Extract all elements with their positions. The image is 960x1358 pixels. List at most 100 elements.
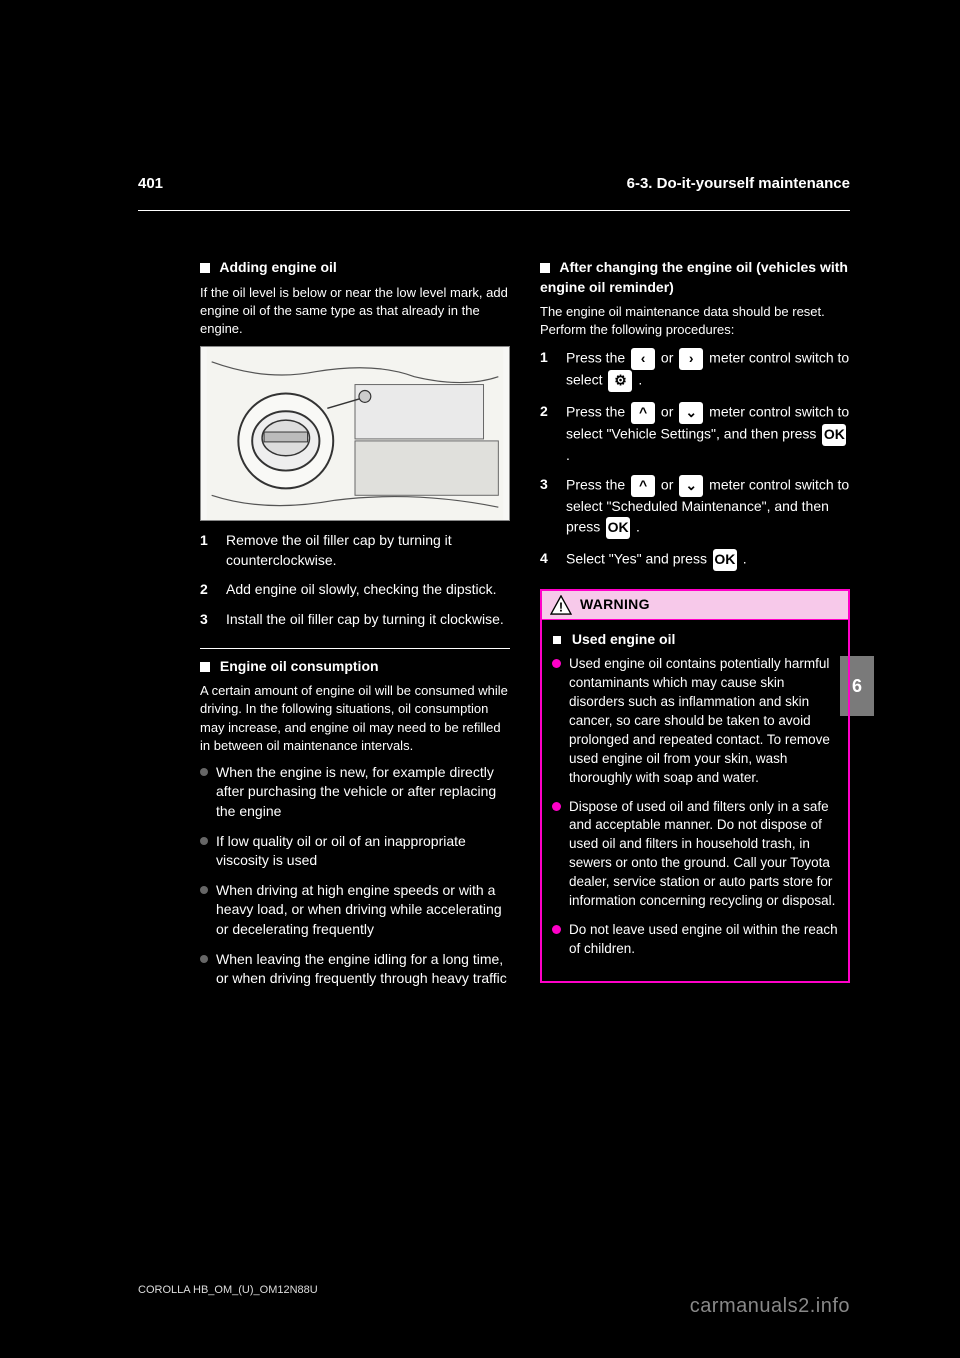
step-body: Press the ^ or ⌄ meter control switch to… <box>566 402 850 466</box>
page-number: 401 <box>138 175 163 192</box>
reset-step-1: 1 Press the ‹ or › meter control switch … <box>540 348 850 392</box>
reset-intro: The engine oil maintenance data should b… <box>540 303 850 339</box>
footer-doc-code: COROLLA HB_OM_(U)_OM12N88U <box>138 1284 318 1296</box>
step-text: Remove the oil filler cap by turning it … <box>226 531 510 570</box>
page-header: 401 6-3. Do-it-yourself maintenance <box>138 175 850 192</box>
reset-step-2: 2 Press the ^ or ⌄ meter control switch … <box>540 402 850 466</box>
warning-triangle-icon: ! <box>550 595 572 615</box>
chevron-up-icon: ^ <box>631 475 655 497</box>
step-num: 3 <box>200 610 218 630</box>
ok-label: OK <box>824 425 845 445</box>
manual-page: 401 6-3. Do-it-yourself maintenance 6 Ad… <box>0 0 960 1358</box>
warning-title: WARNING <box>580 595 650 615</box>
t: . <box>636 518 640 534</box>
chapter-number: 6 <box>852 676 862 697</box>
bullet-dot-icon <box>200 768 208 776</box>
step-num: 2 <box>200 580 218 600</box>
bullet-text: When the engine is new, for example dire… <box>216 763 510 822</box>
t: . <box>638 371 642 387</box>
step-num: 3 <box>540 475 558 539</box>
t: or <box>661 477 677 493</box>
warning-item: Do not leave used engine oil within the … <box>552 921 838 959</box>
t: Press the <box>566 349 629 365</box>
bullet-dot-icon <box>200 886 208 894</box>
warning-subheading: Used engine oil <box>552 630 838 650</box>
adding-oil-heading: Adding engine oil <box>200 258 510 278</box>
warning-dot-icon <box>552 925 561 934</box>
reset-step-4: 4 Select "Yes" and press OK . <box>540 549 850 571</box>
ok-label: OK <box>608 518 629 538</box>
square-bullet-icon <box>540 263 550 273</box>
step-text: Install the oil filler cap by turning it… <box>226 610 504 630</box>
warning-text: Used engine oil contains potentially har… <box>569 655 838 787</box>
t: or <box>661 403 677 419</box>
step-num: 2 <box>540 402 558 466</box>
warning-title-row: ! WARNING <box>542 591 848 620</box>
gear-icon: ⚙ <box>608 370 632 392</box>
adding-oil-intro: If the oil level is below or near the lo… <box>200 284 510 339</box>
section-divider <box>200 648 510 649</box>
chevron-down-icon: ⌄ <box>679 475 703 497</box>
watermark: carmanuals2.info <box>690 1295 850 1318</box>
consumption-intro: A certain amount of engine oil will be c… <box>200 682 510 755</box>
step-body: Press the ^ or ⌄ meter control switch to… <box>566 475 850 539</box>
ok-button-icon: OK <box>713 549 737 571</box>
svg-text:!: ! <box>559 599 563 614</box>
list-item: When driving at high engine speeds or wi… <box>200 881 510 940</box>
t: or <box>661 349 677 365</box>
step-1: 1 Remove the oil filler cap by turning i… <box>200 531 510 570</box>
chevron-right-icon: › <box>679 348 703 370</box>
header-rule <box>138 210 850 211</box>
ok-button-icon: OK <box>822 424 846 446</box>
content-columns: Adding engine oil If the oil level is be… <box>200 258 850 1238</box>
heading-text: Adding engine oil <box>219 259 336 275</box>
step-text: Add engine oil slowly, checking the dips… <box>226 580 497 600</box>
t: . <box>566 447 570 463</box>
step-body: Press the ‹ or › meter control switch to… <box>566 348 850 392</box>
warning-dot-icon <box>552 659 561 668</box>
t: Press the <box>566 477 629 493</box>
warning-text: Do not leave used engine oil within the … <box>569 921 838 959</box>
step-num: 1 <box>200 531 218 570</box>
step-num: 1 <box>540 348 558 392</box>
list-item: When the engine is new, for example dire… <box>200 763 510 822</box>
heading-text: After changing the engine oil (vehicles … <box>540 259 848 295</box>
chevron-up-icon: ^ <box>631 402 655 424</box>
oil-cap-figure <box>200 346 510 521</box>
list-item: If low quality oil or oil of an inapprop… <box>200 832 510 871</box>
oil-cap-illustration <box>201 347 509 520</box>
consumption-bullets: When the engine is new, for example dire… <box>200 763 510 989</box>
bullet-dot-icon <box>200 955 208 963</box>
warning-text: Dispose of used oil and filters only in … <box>569 798 838 911</box>
square-bullet-icon <box>200 263 210 273</box>
square-bullet-icon <box>200 662 210 672</box>
heading-text: Engine oil consumption <box>220 658 379 674</box>
warning-dot-icon <box>552 802 561 811</box>
warning-box: ! WARNING Used engine oil Used engine oi… <box>540 589 850 983</box>
bullet-text: When leaving the engine idling for a lon… <box>216 950 510 989</box>
chevron-down-icon: ⌄ <box>679 402 703 424</box>
bullet-dot-icon <box>200 837 208 845</box>
t: Press the <box>566 403 629 419</box>
reset-step-3: 3 Press the ^ or ⌄ meter control switch … <box>540 475 850 539</box>
section-path: 6-3. Do-it-yourself maintenance <box>627 175 850 192</box>
step-3: 3 Install the oil filler cap by turning … <box>200 610 510 630</box>
left-column: Adding engine oil If the oil level is be… <box>200 258 510 1238</box>
bullet-text: When driving at high engine speeds or wi… <box>216 881 510 940</box>
chevron-left-icon: ‹ <box>631 348 655 370</box>
list-item: When leaving the engine idling for a lon… <box>200 950 510 989</box>
consumption-heading: Engine oil consumption <box>200 657 510 677</box>
warning-item: Dispose of used oil and filters only in … <box>552 798 838 911</box>
step-2: 2 Add engine oil slowly, checking the di… <box>200 580 510 600</box>
step-body: Select "Yes" and press OK . <box>566 549 747 571</box>
warning-subheading-text: Used engine oil <box>572 631 675 647</box>
reset-heading: After changing the engine oil (vehicles … <box>540 258 850 297</box>
right-column: After changing the engine oil (vehicles … <box>540 258 850 1238</box>
t: . <box>743 550 747 566</box>
square-bullet-icon <box>552 635 562 645</box>
step-num: 4 <box>540 549 558 571</box>
ok-label: OK <box>714 550 735 570</box>
bullet-text: If low quality oil or oil of an inapprop… <box>216 832 510 871</box>
t: Select "Yes" and press <box>566 550 711 566</box>
warning-item: Used engine oil contains potentially har… <box>552 655 838 787</box>
